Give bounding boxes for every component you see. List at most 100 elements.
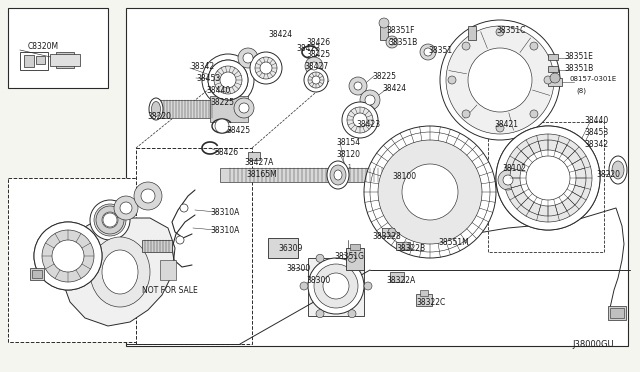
Circle shape bbox=[316, 310, 324, 318]
Bar bbox=[488, 122, 604, 252]
Text: 38225: 38225 bbox=[372, 72, 396, 81]
Ellipse shape bbox=[330, 165, 346, 185]
Circle shape bbox=[208, 60, 248, 100]
Bar bbox=[390, 272, 404, 282]
Circle shape bbox=[348, 310, 356, 318]
Text: 38453: 38453 bbox=[584, 128, 608, 137]
Circle shape bbox=[498, 170, 518, 190]
Circle shape bbox=[510, 140, 586, 216]
Bar bbox=[608, 306, 626, 320]
Circle shape bbox=[526, 156, 570, 200]
Ellipse shape bbox=[90, 237, 150, 307]
Text: J38000GU: J38000GU bbox=[572, 340, 614, 349]
Circle shape bbox=[496, 126, 600, 230]
Bar bbox=[420, 290, 428, 296]
Bar bbox=[610, 308, 624, 318]
Circle shape bbox=[353, 113, 367, 127]
Circle shape bbox=[468, 48, 532, 112]
Bar bbox=[160, 260, 176, 280]
Text: 383228: 383228 bbox=[372, 232, 401, 241]
Circle shape bbox=[300, 282, 308, 290]
Text: 38351B: 38351B bbox=[564, 64, 593, 73]
Bar bbox=[156, 100, 216, 118]
Bar bbox=[346, 248, 364, 270]
Text: 38220: 38220 bbox=[147, 112, 171, 121]
Bar bbox=[32, 270, 42, 278]
Circle shape bbox=[379, 18, 389, 28]
Bar bbox=[396, 242, 410, 250]
Circle shape bbox=[446, 26, 554, 134]
Text: 38426: 38426 bbox=[306, 38, 330, 47]
Circle shape bbox=[234, 98, 254, 118]
Text: 38424: 38424 bbox=[382, 84, 406, 93]
Bar bbox=[8, 178, 176, 342]
Text: 38225: 38225 bbox=[210, 98, 234, 107]
Bar bbox=[220, 168, 400, 182]
Bar bbox=[20, 52, 48, 70]
Ellipse shape bbox=[314, 264, 358, 308]
Ellipse shape bbox=[327, 161, 349, 189]
Text: 38351G: 38351G bbox=[334, 252, 364, 261]
Circle shape bbox=[312, 76, 320, 84]
Text: 38220: 38220 bbox=[596, 170, 620, 179]
Text: 38440: 38440 bbox=[206, 86, 230, 95]
Bar bbox=[308, 258, 364, 316]
Text: 38300: 38300 bbox=[286, 264, 310, 273]
Circle shape bbox=[255, 57, 277, 79]
Circle shape bbox=[103, 213, 117, 227]
Ellipse shape bbox=[334, 170, 342, 180]
Bar bbox=[548, 78, 562, 86]
Circle shape bbox=[90, 200, 130, 240]
Circle shape bbox=[214, 66, 242, 94]
Circle shape bbox=[424, 48, 432, 56]
Circle shape bbox=[208, 60, 248, 100]
Text: 38440: 38440 bbox=[584, 116, 608, 125]
Text: 36309: 36309 bbox=[278, 244, 302, 253]
Circle shape bbox=[42, 230, 94, 282]
Text: 38351: 38351 bbox=[428, 46, 452, 55]
Text: 38154: 38154 bbox=[336, 138, 360, 147]
Bar bbox=[30, 268, 44, 280]
Text: 38424: 38424 bbox=[268, 30, 292, 39]
Text: 38102: 38102 bbox=[502, 164, 526, 173]
Bar bbox=[126, 8, 628, 346]
Text: 38453: 38453 bbox=[196, 74, 220, 83]
Bar bbox=[382, 228, 394, 236]
Bar bbox=[210, 96, 248, 122]
Ellipse shape bbox=[612, 161, 624, 179]
Text: 08157-0301E: 08157-0301E bbox=[570, 76, 617, 82]
Bar bbox=[468, 26, 476, 40]
Ellipse shape bbox=[152, 102, 161, 116]
Bar bbox=[8, 8, 108, 88]
Circle shape bbox=[386, 36, 398, 48]
Circle shape bbox=[34, 222, 102, 290]
Ellipse shape bbox=[308, 258, 364, 314]
Circle shape bbox=[316, 254, 324, 262]
Circle shape bbox=[348, 254, 356, 262]
Bar bbox=[416, 294, 432, 306]
Text: 38423: 38423 bbox=[356, 120, 380, 129]
Text: C8320M: C8320M bbox=[28, 42, 59, 51]
Circle shape bbox=[354, 82, 362, 90]
Text: 38425: 38425 bbox=[226, 126, 250, 135]
Circle shape bbox=[364, 282, 372, 290]
Ellipse shape bbox=[609, 156, 627, 184]
Bar bbox=[36, 56, 45, 64]
Ellipse shape bbox=[102, 250, 138, 294]
Circle shape bbox=[420, 44, 436, 60]
Bar bbox=[56, 52, 74, 68]
Bar bbox=[24, 55, 34, 67]
Text: NOT FOR SALE: NOT FOR SALE bbox=[142, 286, 198, 295]
Circle shape bbox=[134, 182, 162, 210]
Text: 38322B: 38322B bbox=[396, 244, 425, 253]
Circle shape bbox=[520, 150, 576, 206]
Text: 38322A: 38322A bbox=[386, 276, 415, 285]
Text: 38426: 38426 bbox=[214, 148, 238, 157]
Circle shape bbox=[220, 72, 236, 88]
Bar bbox=[62, 260, 76, 280]
Circle shape bbox=[141, 189, 155, 203]
Circle shape bbox=[238, 48, 258, 68]
Text: 38310A: 38310A bbox=[210, 208, 239, 217]
Polygon shape bbox=[62, 218, 175, 326]
Bar bbox=[380, 26, 388, 40]
